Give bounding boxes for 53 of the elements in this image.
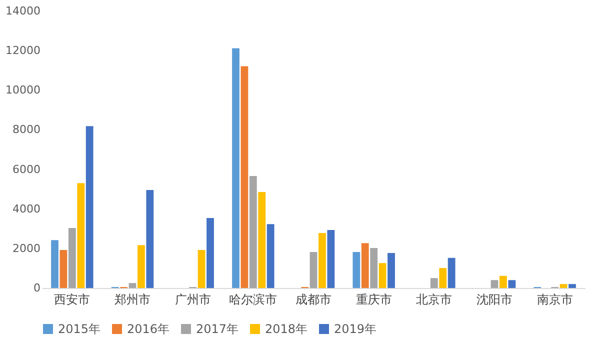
- bar: [318, 232, 326, 288]
- legend-label: 2015年: [58, 322, 101, 336]
- y-tick-label: 10000: [6, 84, 40, 97]
- bar: [370, 248, 378, 288]
- x-tick-label: 北京市: [416, 292, 452, 306]
- bar: [439, 268, 447, 288]
- bar: [490, 280, 498, 288]
- bar: [430, 278, 438, 288]
- y-tick-label: 8000: [12, 123, 40, 136]
- x-tick-label: 成都市: [296, 292, 332, 306]
- bar: [86, 126, 94, 288]
- x-tick-label: 重庆市: [356, 292, 392, 306]
- bar: [258, 192, 266, 288]
- bar: [266, 224, 274, 288]
- x-tick-label: 西安市: [54, 292, 90, 306]
- bar: [232, 48, 240, 288]
- bar: [388, 252, 395, 288]
- y-tick-label: 12000: [6, 44, 40, 58]
- bar: [508, 280, 516, 288]
- bar: [448, 258, 456, 288]
- bar: [310, 252, 318, 288]
- bar: [240, 66, 248, 288]
- bar: [560, 284, 568, 288]
- bar: [352, 252, 360, 288]
- y-tick-label: 6000: [12, 162, 40, 176]
- bar: [568, 284, 576, 288]
- bar: [378, 263, 386, 288]
- x-tick-label: 郑州市: [114, 292, 150, 306]
- x-tick-label: 广州市: [174, 292, 211, 306]
- x-tick-label: 哈尔滨市: [229, 292, 278, 306]
- bar: [361, 243, 369, 288]
- x-tick-label: 沈阳市: [476, 292, 512, 306]
- y-tick-label: 0: [34, 282, 40, 294]
- bar: [327, 230, 335, 288]
- legend-label: 2017年: [196, 322, 239, 336]
- bar: [198, 250, 206, 288]
- legend-label: 2018年: [265, 322, 308, 336]
- bar: [206, 218, 214, 288]
- bar: [68, 228, 76, 288]
- x-tick-label: 南京市: [536, 292, 573, 306]
- bar: [500, 276, 507, 288]
- y-tick-label: 2000: [12, 242, 40, 255]
- legend-label: 2016年: [127, 322, 170, 336]
- y-tick-label: 14000: [6, 4, 40, 18]
- bar: [146, 190, 154, 288]
- bar: [249, 176, 257, 288]
- y-tick-label: 4000: [12, 202, 40, 216]
- legend-label: 2019年: [334, 322, 377, 336]
- bar: [77, 183, 85, 288]
- bar: [51, 240, 58, 288]
- bar: [60, 250, 68, 288]
- bar: [128, 283, 136, 288]
- bar: [138, 245, 145, 288]
